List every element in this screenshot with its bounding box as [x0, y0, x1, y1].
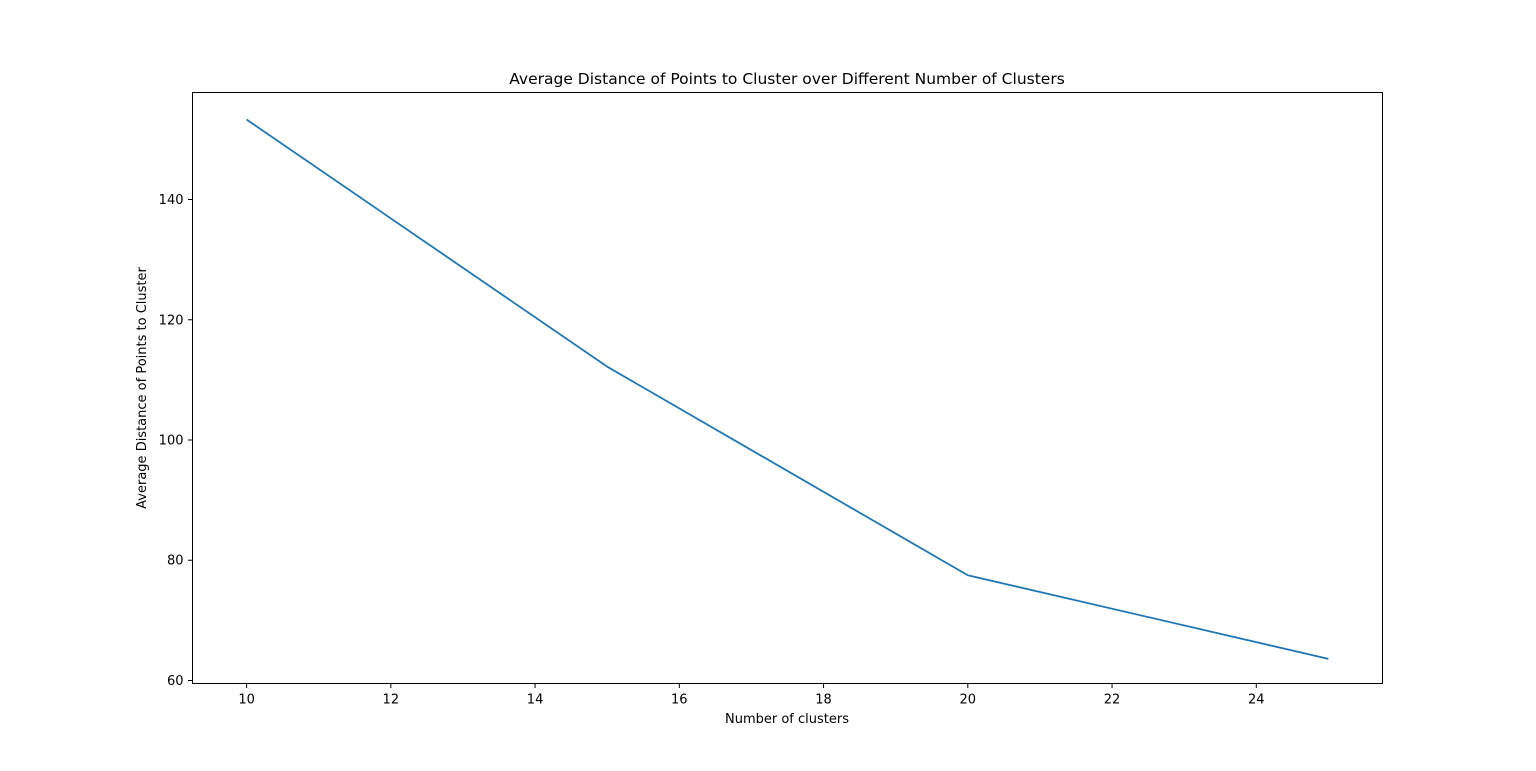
plot-area — [246, 118, 1329, 660]
y-tick-label: 60 — [167, 674, 184, 689]
y-tick-label: 100 — [159, 434, 184, 449]
x-tick-label: 16 — [671, 693, 688, 708]
x-axis-ticks: 10 12 14 16 18 20 22 24 — [238, 683, 1265, 708]
y-tick-label: 80 — [167, 554, 184, 569]
x-tick-label: 18 — [815, 693, 832, 708]
y-tick-label: 120 — [159, 313, 184, 328]
chart-title: Average Distance of Points to Cluster ov… — [509, 70, 1065, 88]
y-axis-label: Average Distance of Points to Cluster — [135, 267, 150, 509]
series-line-0 — [246, 118, 1329, 660]
x-tick-label: 22 — [1104, 693, 1121, 708]
x-tick-label: 14 — [527, 693, 544, 708]
x-tick-label: 20 — [960, 693, 977, 708]
y-tick-label: 140 — [159, 193, 184, 208]
plot-frame — [192, 92, 1383, 684]
x-tick-label: 10 — [238, 693, 255, 708]
x-tick-label: 24 — [1248, 693, 1265, 708]
x-tick-label: 12 — [383, 693, 400, 708]
x-axis-label: Number of clusters — [725, 712, 849, 727]
y-axis-ticks: 60 80 100 120 140 — [159, 193, 193, 689]
